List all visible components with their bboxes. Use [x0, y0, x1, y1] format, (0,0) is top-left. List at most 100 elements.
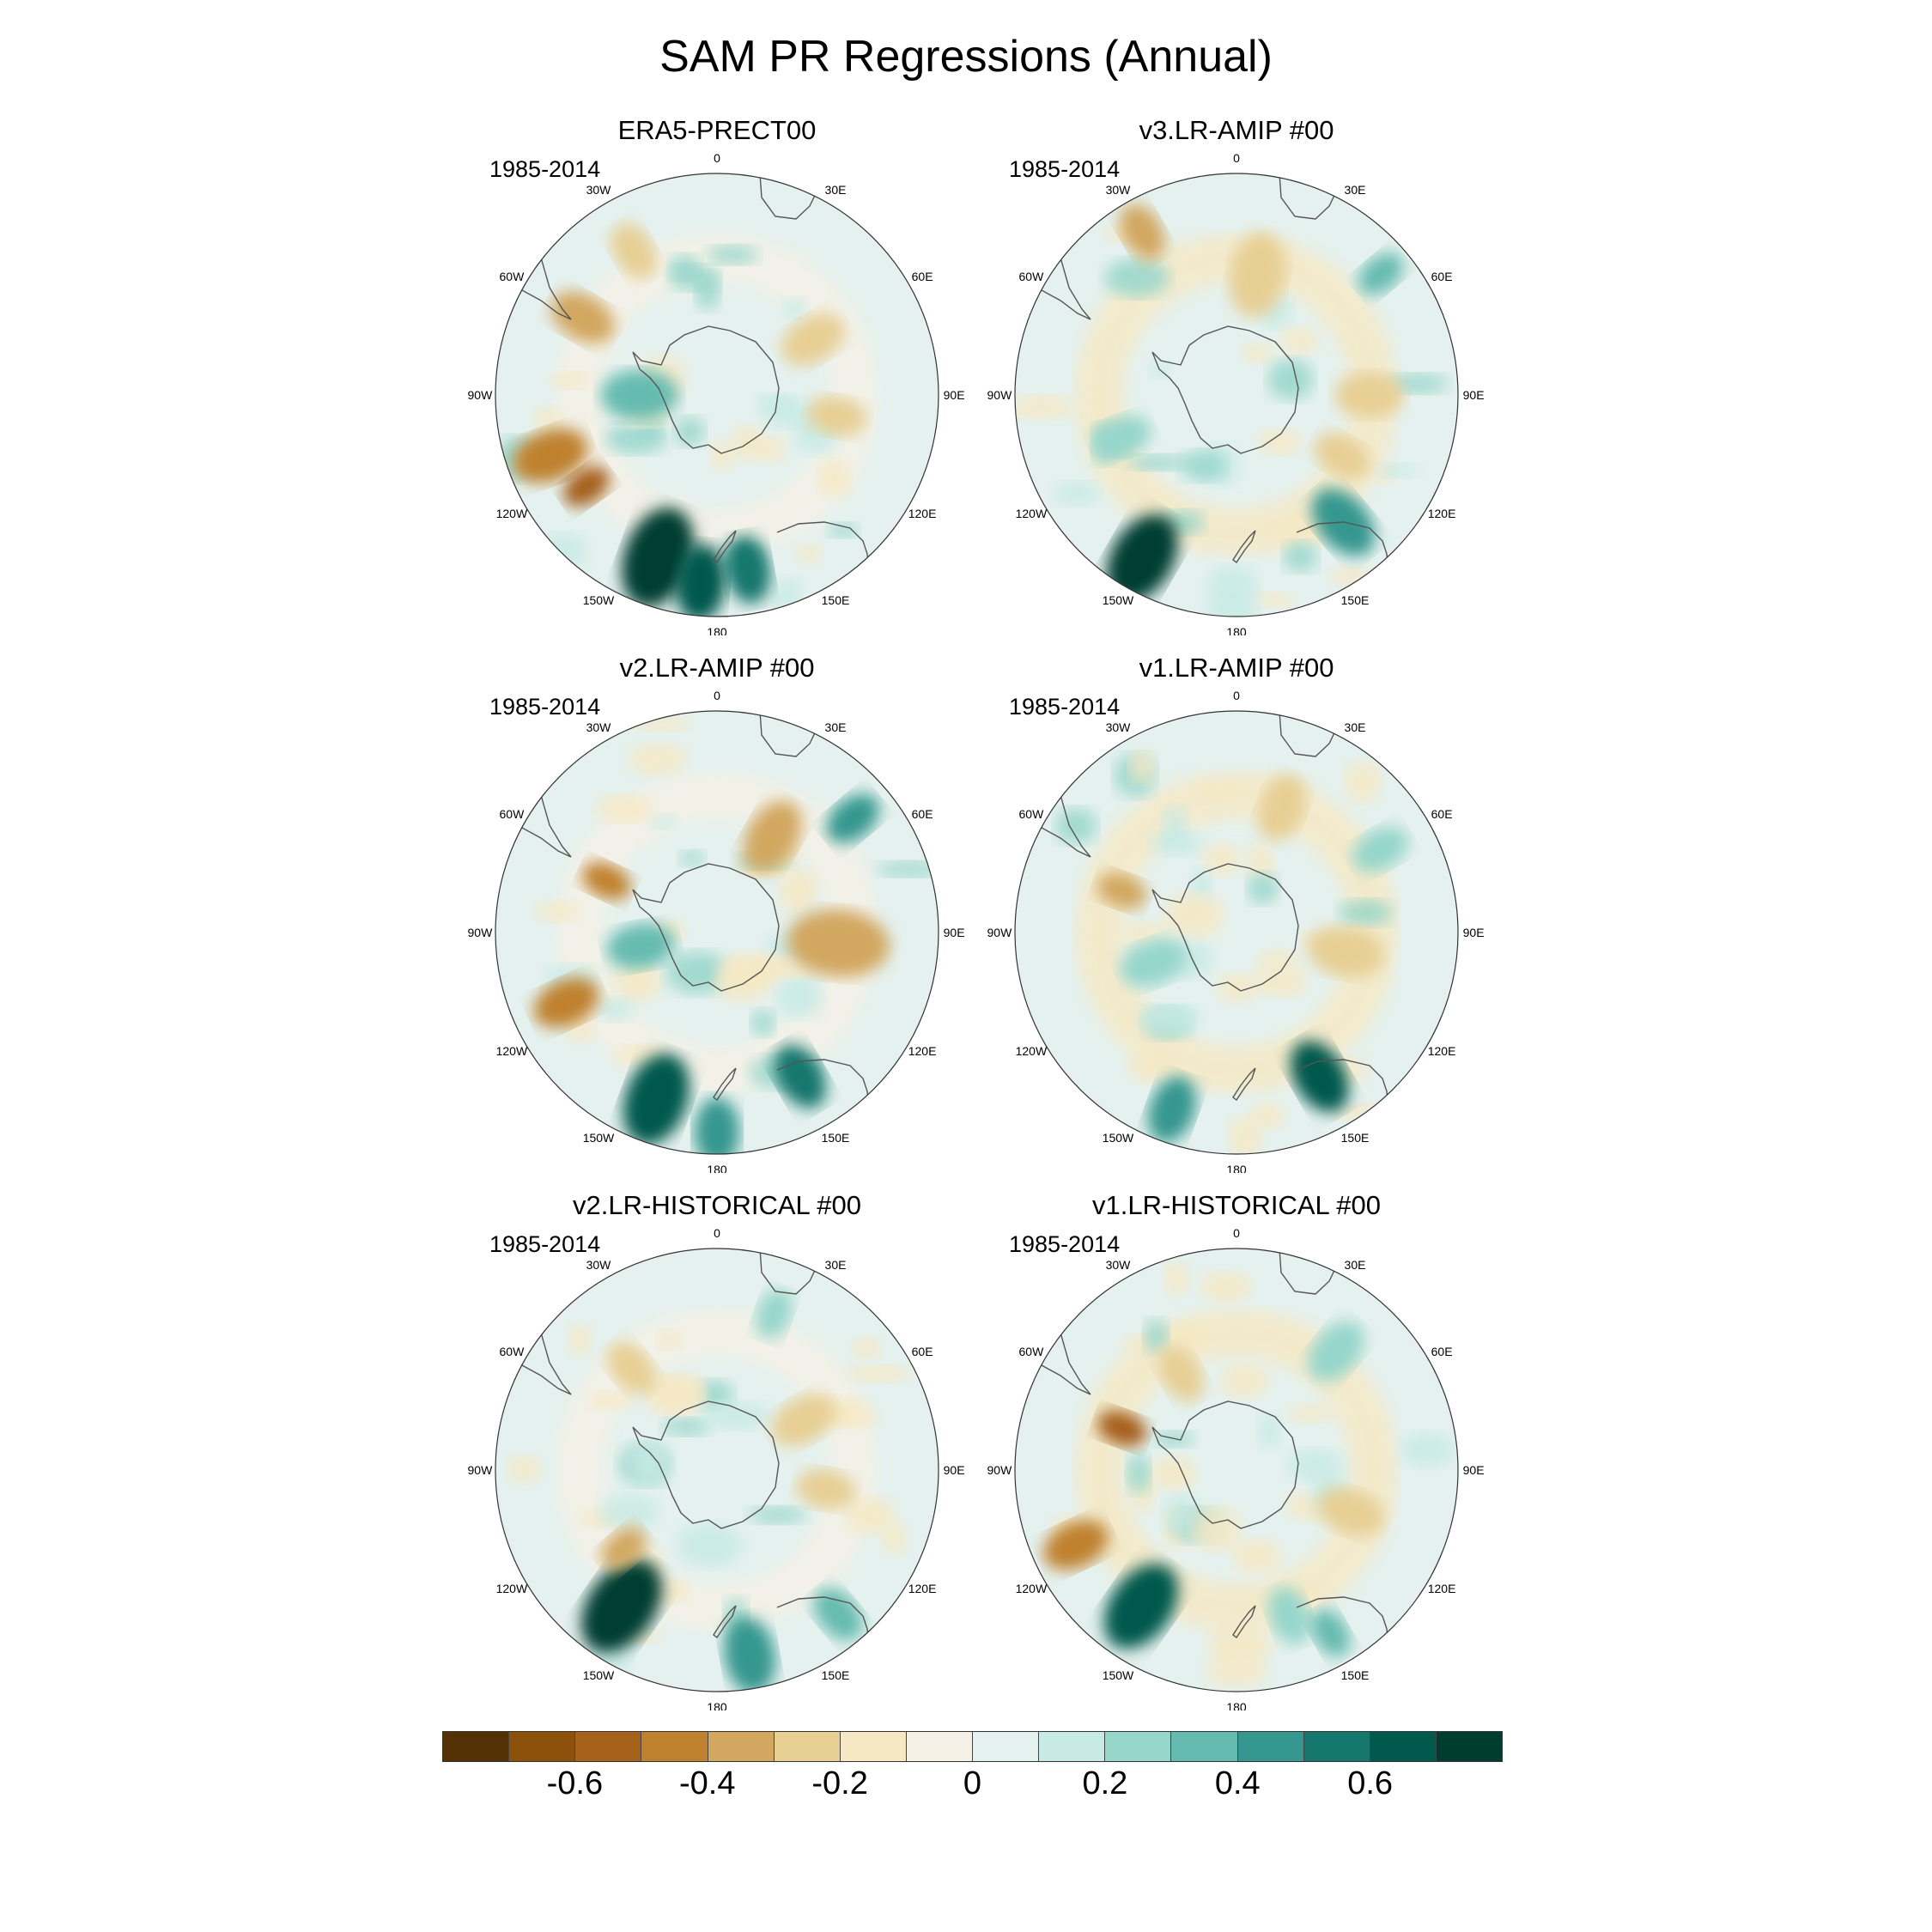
field-patch — [1162, 806, 1188, 847]
field-layer — [495, 173, 939, 617]
longitude-label: 150E — [1341, 593, 1370, 607]
field-patch — [1247, 872, 1279, 904]
longitude-label: 0 — [714, 689, 720, 702]
longitude-label: 150E — [822, 593, 850, 607]
colorbar-ticks: -0.6 -0.4 -0.2 0 0.2 0.4 0.6 — [442, 1765, 1503, 1808]
polar-map: 0 30E 60E 90E 120E 150E 180 150W 120W 90W 60W 30W — [468, 151, 965, 635]
field-anomaly — [743, 800, 802, 872]
field-patch — [1220, 1364, 1269, 1398]
field-patch — [1193, 782, 1246, 799]
map-border — [1014, 173, 1459, 617]
polar-map: 0 30E 60E 90E 120E 150E 180 150W 120W 90W 60W 30W — [468, 1226, 965, 1710]
field-patch — [1180, 450, 1226, 482]
polar-map: 0 30E 60E 90E 120E 150E 180 150W 120W 90W 60W 30W — [987, 1226, 1485, 1710]
field-patch — [1257, 1413, 1281, 1449]
antarctica-coastline — [632, 325, 780, 454]
longitude-label: 30E — [825, 183, 847, 197]
field-anomaly — [513, 428, 588, 483]
field-patch — [711, 440, 734, 471]
field-anomaly — [1097, 872, 1147, 909]
colorbar-tick-label: 0.4 — [1214, 1765, 1261, 1801]
longitude-label: 120W — [496, 1044, 528, 1058]
field-anomaly — [724, 1617, 775, 1692]
panel-title: ERA5-PRECT00 — [617, 115, 817, 145]
field-patch — [507, 1455, 541, 1483]
longitude-label: 30E — [1345, 183, 1366, 197]
panel-period: 1985-2014 — [489, 1231, 601, 1257]
page-title: SAM PR Regressions (Annual) — [659, 32, 1273, 82]
field-patch — [779, 868, 817, 913]
longitude-label: 0 — [1233, 151, 1240, 165]
field-anomaly — [1229, 232, 1286, 318]
field-anomaly — [1092, 415, 1151, 459]
field-patch — [629, 744, 687, 775]
australia-coastline — [776, 521, 871, 585]
map-panel-v1-amip: 0 30E 60E 90E 120E 150E 180 150W 120W 90W 60W 30W v1… — [979, 653, 1494, 1173]
field-patch — [783, 297, 807, 319]
field-layer — [495, 711, 939, 1154]
map-border — [495, 173, 939, 617]
longitude-label: 150W — [583, 1668, 615, 1682]
field-anomaly — [1120, 939, 1187, 987]
field-patch — [1117, 921, 1169, 945]
field-patch — [1345, 762, 1381, 802]
field-patch — [629, 1440, 669, 1485]
colorbar — [442, 1731, 1503, 1762]
longitude-label: 120E — [1428, 1044, 1456, 1058]
field-patch — [1258, 429, 1303, 455]
field-patch — [589, 1391, 633, 1410]
field-patch — [536, 901, 579, 922]
field-patch — [827, 523, 859, 538]
longitude-label: 150W — [1103, 593, 1134, 607]
longitude-label: 120W — [496, 507, 528, 520]
field-patch — [1232, 1539, 1281, 1573]
longitude-label: 90E — [1463, 1463, 1485, 1477]
field-anomaly — [581, 862, 631, 900]
field-layer — [1015, 173, 1458, 617]
colorbar-swatch — [1303, 1732, 1370, 1761]
panel-period: 1985-2014 — [1009, 694, 1121, 720]
field-patch — [877, 861, 939, 878]
field-anomaly — [1147, 1076, 1197, 1143]
antarctica-coastline — [1151, 1400, 1299, 1529]
field-anomaly — [606, 923, 675, 969]
colorbar-swatch — [1039, 1732, 1106, 1761]
field-patch — [647, 815, 678, 829]
australia-coastline — [1296, 521, 1390, 585]
antarctica-coastline — [632, 1400, 780, 1529]
colorbar-swatch — [575, 1732, 642, 1761]
field-patch — [595, 795, 654, 822]
field-anomaly — [1307, 926, 1384, 978]
field-patch — [882, 1522, 907, 1555]
longitude-label: 30W — [586, 720, 612, 734]
antarctica-coastline — [1151, 863, 1299, 992]
field-patch — [1338, 899, 1393, 927]
longitude-label: 30E — [825, 1258, 847, 1272]
field-anomaly — [796, 1469, 856, 1510]
field-patch — [1250, 1103, 1284, 1130]
longitude-label: 60E — [912, 1345, 933, 1358]
new-zealand-coastline — [713, 530, 737, 564]
longitude-label: 30W — [586, 183, 612, 197]
colorbar-swatch — [641, 1732, 708, 1761]
field-patch — [595, 997, 635, 1022]
longitude-label: 30E — [1345, 720, 1366, 734]
longitude-label: 120W — [1016, 507, 1048, 520]
map-panel-v1-hist: 0 30E 60E 90E 120E 150E 180 150W 120W 90W 60W 30W v1… — [979, 1190, 1494, 1710]
panel-period: 1985-2014 — [489, 156, 601, 182]
colorbar-tick-label: -0.2 — [811, 1765, 868, 1801]
field-patch — [1129, 750, 1155, 784]
field-band — [1075, 1309, 1398, 1631]
field-patch — [568, 1324, 592, 1356]
field-patch — [1150, 1456, 1196, 1491]
australia-coastline — [776, 1596, 871, 1660]
longitude-label: 150W — [583, 593, 615, 607]
field-patch — [847, 1497, 896, 1535]
field-patch — [1280, 327, 1318, 355]
longitude-label: 30W — [1106, 183, 1132, 197]
field-patch — [1328, 567, 1370, 586]
field-anomaly — [725, 535, 771, 604]
longitude-label: 90E — [944, 388, 965, 402]
field-anomaly — [787, 909, 890, 977]
colorbar-swatch — [774, 1732, 841, 1761]
